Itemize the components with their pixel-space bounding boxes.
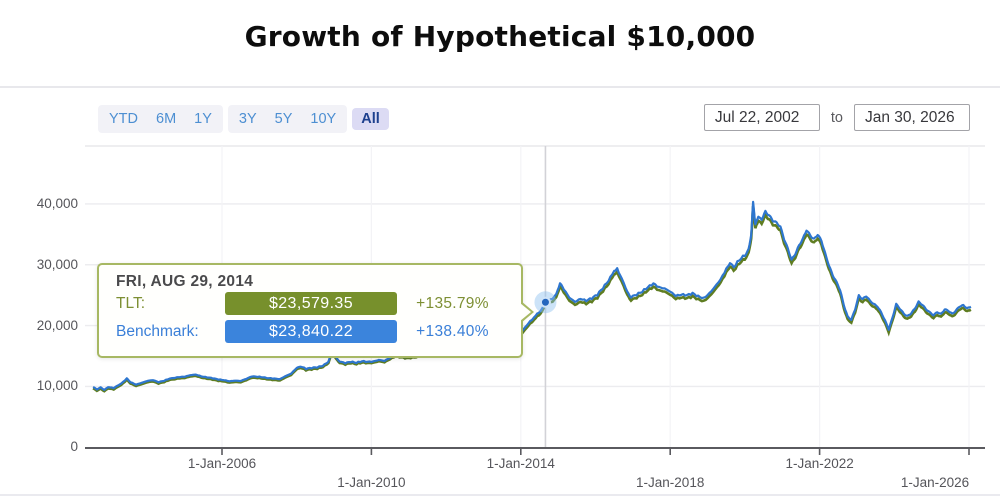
tlt-value-badge: $23,579.35: [225, 292, 397, 315]
tooltip-pointer: [520, 301, 534, 323]
x-tick-label: 1-Jan-2018: [636, 475, 705, 490]
x-tick-label: 1-Jan-2006: [187, 456, 257, 471]
tooltip-row-tlt: TLT: $23,579.35 +135.79%: [116, 292, 508, 315]
range-button-1y[interactable]: 1Y: [194, 111, 212, 127]
range-button-10y[interactable]: 10Y: [310, 111, 337, 127]
x-tick-label: 1-Jan-2014: [486, 456, 555, 471]
header-divider: [0, 86, 1000, 88]
page-title: Growth of Hypothetical $10,000: [244, 20, 756, 53]
footer-divider: [0, 494, 1000, 496]
date-range-to-label: to: [830, 109, 843, 126]
benchmark-percent-change: +138.40%: [416, 322, 489, 340]
tooltip-row-benchmark: Benchmark: $23,840.22 +138.40%: [116, 320, 508, 343]
y-tick-label: 10,000: [36, 378, 78, 394]
y-tick-label: 40,000: [36, 195, 78, 211]
time-range-selector: YTD 6M 1Y 3Y 5Y 10Y All: [98, 105, 389, 133]
x-tick-label: 1-Jan-2022: [785, 456, 854, 471]
end-date-input[interactable]: Jan 30, 2026: [854, 104, 970, 131]
y-tick-label: 0: [70, 439, 78, 455]
tlt-percent-change: +135.79%: [416, 294, 489, 312]
start-date-input[interactable]: Jul 22, 2002: [703, 104, 820, 131]
benchmark-series-label: Benchmark:: [116, 322, 199, 340]
chart-tooltip: FRI, AUG 29, 2014 TLT: $23,579.35 +135.7…: [97, 263, 534, 358]
range-button-3y[interactable]: 3Y: [238, 111, 257, 127]
tlt-series-label: TLT:: [116, 294, 145, 312]
date-range-controls: Jul 22, 2002 to Jan 30, 2026: [703, 104, 970, 131]
y-tick-label: 20,000: [36, 317, 78, 333]
tooltip-date: FRI, AUG 29, 2014: [116, 273, 254, 290]
x-tick-label: 1-Jan-2010: [337, 475, 406, 490]
range-button-6m[interactable]: 6M: [156, 111, 177, 127]
marker-dot: [539, 296, 551, 308]
benchmark-value-badge: $23,840.22: [225, 320, 397, 343]
range-button-group: YTD 6M 1Y: [98, 105, 223, 133]
range-button-all[interactable]: All: [352, 108, 389, 130]
y-tick-label: 30,000: [36, 256, 78, 272]
benchmark-line: [92, 200, 972, 391]
range-button-group: 3Y 5Y 10Y: [227, 105, 348, 133]
x-tick-label: 1-Jan-2026: [900, 475, 970, 490]
range-button-5y[interactable]: 5Y: [274, 111, 293, 127]
range-button-ytd[interactable]: YTD: [109, 111, 138, 127]
